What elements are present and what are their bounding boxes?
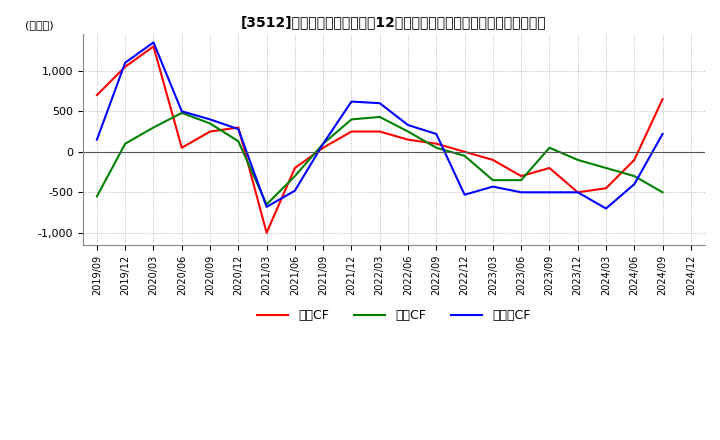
投資CF xyxy=(460,153,469,158)
Line: 営業CF: 営業CF xyxy=(97,47,662,233)
営業CF xyxy=(658,96,667,102)
投資CF xyxy=(149,125,158,130)
営業CF xyxy=(460,149,469,154)
投資CF xyxy=(319,141,328,147)
Legend: 営業CF, 投資CF, フリーCF: 営業CF, 投資CF, フリーCF xyxy=(252,304,536,327)
Line: フリーCF: フリーCF xyxy=(97,42,662,209)
営業CF xyxy=(206,129,215,134)
営業CF xyxy=(602,186,611,191)
フリーCF xyxy=(658,131,667,136)
営業CF xyxy=(347,129,356,134)
投資CF xyxy=(121,141,130,147)
投資CF xyxy=(630,173,639,179)
営業CF xyxy=(93,92,102,98)
投資CF xyxy=(404,129,413,134)
営業CF xyxy=(489,157,498,162)
投資CF xyxy=(573,157,582,162)
営業CF xyxy=(404,137,413,142)
フリーCF xyxy=(517,190,526,195)
投資CF xyxy=(262,202,271,207)
投資CF xyxy=(658,190,667,195)
フリーCF xyxy=(347,99,356,104)
フリーCF xyxy=(234,126,243,132)
フリーCF xyxy=(630,182,639,187)
営業CF xyxy=(545,165,554,171)
フリーCF xyxy=(291,188,300,193)
フリーCF xyxy=(177,109,186,114)
フリーCF xyxy=(489,184,498,189)
投資CF xyxy=(489,177,498,183)
営業CF xyxy=(149,44,158,49)
フリーCF xyxy=(602,206,611,211)
営業CF xyxy=(375,129,384,134)
投資CF xyxy=(375,114,384,120)
営業CF xyxy=(121,64,130,70)
フリーCF xyxy=(121,60,130,65)
投資CF xyxy=(432,145,441,150)
投資CF xyxy=(291,173,300,179)
営業CF xyxy=(432,141,441,147)
営業CF xyxy=(177,145,186,150)
フリーCF xyxy=(262,204,271,209)
営業CF xyxy=(573,190,582,195)
投資CF xyxy=(206,121,215,126)
投資CF xyxy=(177,110,186,116)
投資CF xyxy=(545,145,554,150)
営業CF xyxy=(319,145,328,150)
フリーCF xyxy=(93,137,102,142)
営業CF xyxy=(291,165,300,171)
投資CF xyxy=(517,177,526,183)
Line: 投資CF: 投資CF xyxy=(97,113,662,205)
営業CF xyxy=(630,157,639,162)
フリーCF xyxy=(404,122,413,128)
営業CF xyxy=(262,230,271,235)
フリーCF xyxy=(375,101,384,106)
投資CF xyxy=(234,139,243,144)
フリーCF xyxy=(206,117,215,122)
フリーCF xyxy=(545,190,554,195)
フリーCF xyxy=(432,131,441,136)
投資CF xyxy=(93,194,102,199)
フリーCF xyxy=(460,192,469,198)
フリーCF xyxy=(149,40,158,45)
フリーCF xyxy=(573,190,582,195)
Y-axis label: (百万円): (百万円) xyxy=(25,20,53,30)
フリーCF xyxy=(319,141,328,147)
投資CF xyxy=(602,165,611,171)
営業CF xyxy=(517,173,526,179)
投資CF xyxy=(347,117,356,122)
Title: [3512]　キャッシュフローの12か月移動合計の対前年同期増減額の推移: [3512] キャッシュフローの12か月移動合計の対前年同期増減額の推移 xyxy=(241,15,546,29)
営業CF xyxy=(234,125,243,130)
